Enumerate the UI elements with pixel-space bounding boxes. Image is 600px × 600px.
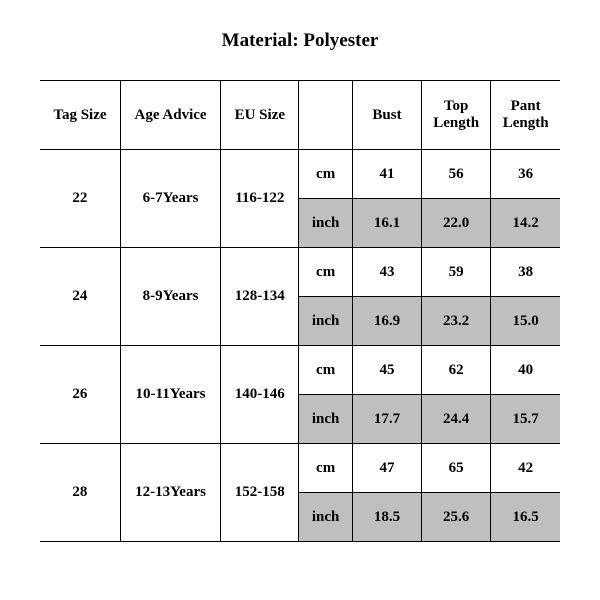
col-tag-size: Tag Size — [40, 81, 120, 150]
size-chart: Tag Size Age Advice EU Size Bust Top Len… — [40, 80, 560, 542]
cell-eu-size: 140-146 — [221, 346, 299, 444]
cell-top-cm: 59 — [422, 248, 491, 297]
cell-top-inch: 25.6 — [422, 493, 491, 542]
cell-pant-cm: 38 — [491, 248, 560, 297]
cell-top-cm: 62 — [422, 346, 491, 395]
cell-eu-size: 128-134 — [221, 248, 299, 346]
cell-tag-size: 22 — [40, 150, 120, 248]
cell-age-advice: 10-11Years — [120, 346, 220, 444]
col-bust: Bust — [352, 81, 421, 150]
cell-top-cm: 65 — [422, 444, 491, 493]
cell-pant-cm: 36 — [491, 150, 560, 199]
cell-eu-size: 116-122 — [221, 150, 299, 248]
cell-bust-inch: 18.5 — [352, 493, 421, 542]
table-header-row: Tag Size Age Advice EU Size Bust Top Len… — [40, 81, 560, 150]
cell-age-advice: 6-7Years — [120, 150, 220, 248]
cell-pant-cm: 42 — [491, 444, 560, 493]
cell-bust-cm: 41 — [352, 150, 421, 199]
col-unit — [299, 81, 353, 150]
cell-top-inch: 24.4 — [422, 395, 491, 444]
cell-unit-cm: cm — [299, 346, 353, 395]
cell-tag-size: 24 — [40, 248, 120, 346]
cell-pant-inch: 16.5 — [491, 493, 560, 542]
cell-age-advice: 12-13Years — [120, 444, 220, 542]
col-pant-length: Pant Length — [491, 81, 560, 150]
cell-eu-size: 152-158 — [221, 444, 299, 542]
cell-bust-cm: 45 — [352, 346, 421, 395]
col-eu-size: EU Size — [221, 81, 299, 150]
cell-bust-cm: 47 — [352, 444, 421, 493]
cell-tag-size: 26 — [40, 346, 120, 444]
cell-bust-inch: 17.7 — [352, 395, 421, 444]
size-table: Tag Size Age Advice EU Size Bust Top Len… — [40, 80, 560, 542]
page-title: Material: Polyester — [0, 30, 600, 52]
cell-unit-cm: cm — [299, 444, 353, 493]
cell-pant-inch: 15.7 — [491, 395, 560, 444]
cell-top-inch: 22.0 — [422, 199, 491, 248]
cell-tag-size: 28 — [40, 444, 120, 542]
cell-unit-cm: cm — [299, 248, 353, 297]
table-row: 2812-13Years152-158cm476542 — [40, 444, 560, 493]
table-row: 226-7Years116-122cm415636 — [40, 150, 560, 199]
table-row: 2610-11Years140-146cm456240 — [40, 346, 560, 395]
col-age-advice: Age Advice — [120, 81, 220, 150]
cell-bust-inch: 16.1 — [352, 199, 421, 248]
cell-unit-inch: inch — [299, 395, 353, 444]
cell-unit-inch: inch — [299, 199, 353, 248]
cell-pant-inch: 14.2 — [491, 199, 560, 248]
cell-top-cm: 56 — [422, 150, 491, 199]
cell-age-advice: 8-9Years — [120, 248, 220, 346]
cell-bust-inch: 16.9 — [352, 297, 421, 346]
cell-unit-inch: inch — [299, 493, 353, 542]
cell-pant-inch: 15.0 — [491, 297, 560, 346]
col-top-length: Top Length — [422, 81, 491, 150]
cell-unit-inch: inch — [299, 297, 353, 346]
table-row: 248-9Years128-134cm435938 — [40, 248, 560, 297]
cell-unit-cm: cm — [299, 150, 353, 199]
cell-pant-cm: 40 — [491, 346, 560, 395]
cell-bust-cm: 43 — [352, 248, 421, 297]
cell-top-inch: 23.2 — [422, 297, 491, 346]
